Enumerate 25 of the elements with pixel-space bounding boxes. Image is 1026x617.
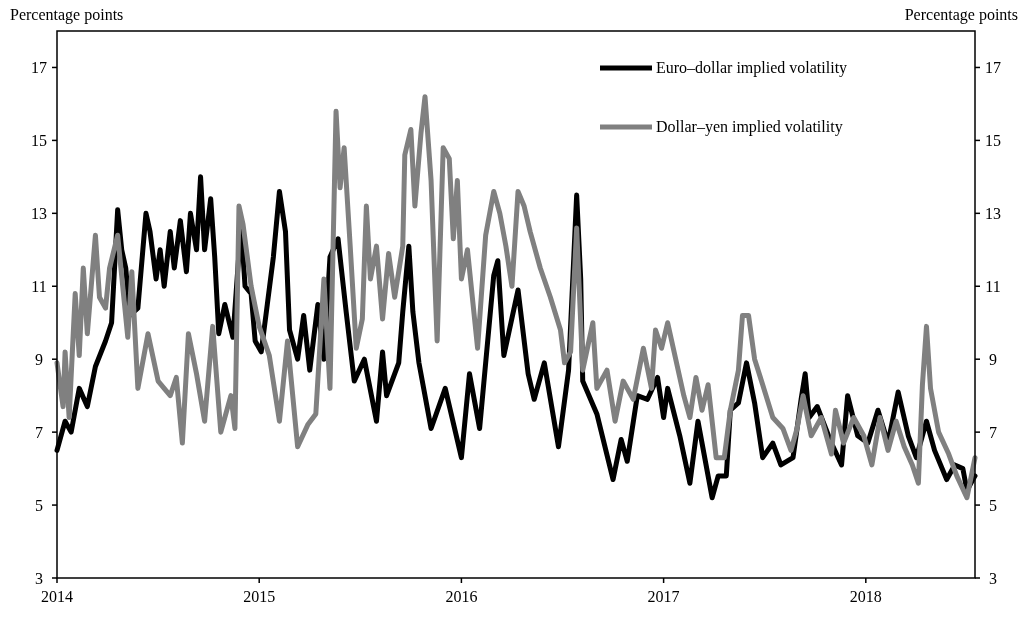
y-tick-label: 3	[35, 569, 43, 587]
y-tick-label: 5	[35, 496, 43, 514]
legend-label: Euro–dollar implied volatility	[656, 59, 848, 77]
y2-tick-label: 7	[989, 423, 997, 441]
legend-label: Dollar–yen implied volatility	[656, 118, 843, 136]
y-tick-label: 9	[35, 350, 43, 368]
y-tick-label: 15	[31, 132, 47, 149]
y2-tick-label: 17	[985, 59, 1001, 77]
x-tick-label: 2017	[647, 588, 680, 605]
y2-tick-label: 5	[989, 496, 997, 514]
y2-tick-label: 11	[985, 277, 1001, 295]
x-tick-label: 2018	[849, 588, 882, 605]
y2-tick-label: 13	[985, 204, 1001, 222]
x-tick-label: 2014	[41, 588, 73, 605]
y-tick-label: 13	[31, 204, 47, 222]
y-tick-label: 7	[35, 423, 43, 441]
y2-axis-title: Percentage points	[904, 6, 1018, 24]
y-tick-label: 11	[31, 277, 47, 295]
x-tick-label: 2015	[243, 588, 276, 605]
y-axis-title: Percentage points	[10, 6, 124, 24]
x-tick-label: 2016	[445, 588, 478, 605]
y2-tick-label: 15	[985, 132, 1001, 149]
y2-tick-label: 3	[989, 569, 997, 587]
y-tick-label: 17	[31, 59, 47, 77]
y2-tick-label: 9	[989, 350, 997, 368]
